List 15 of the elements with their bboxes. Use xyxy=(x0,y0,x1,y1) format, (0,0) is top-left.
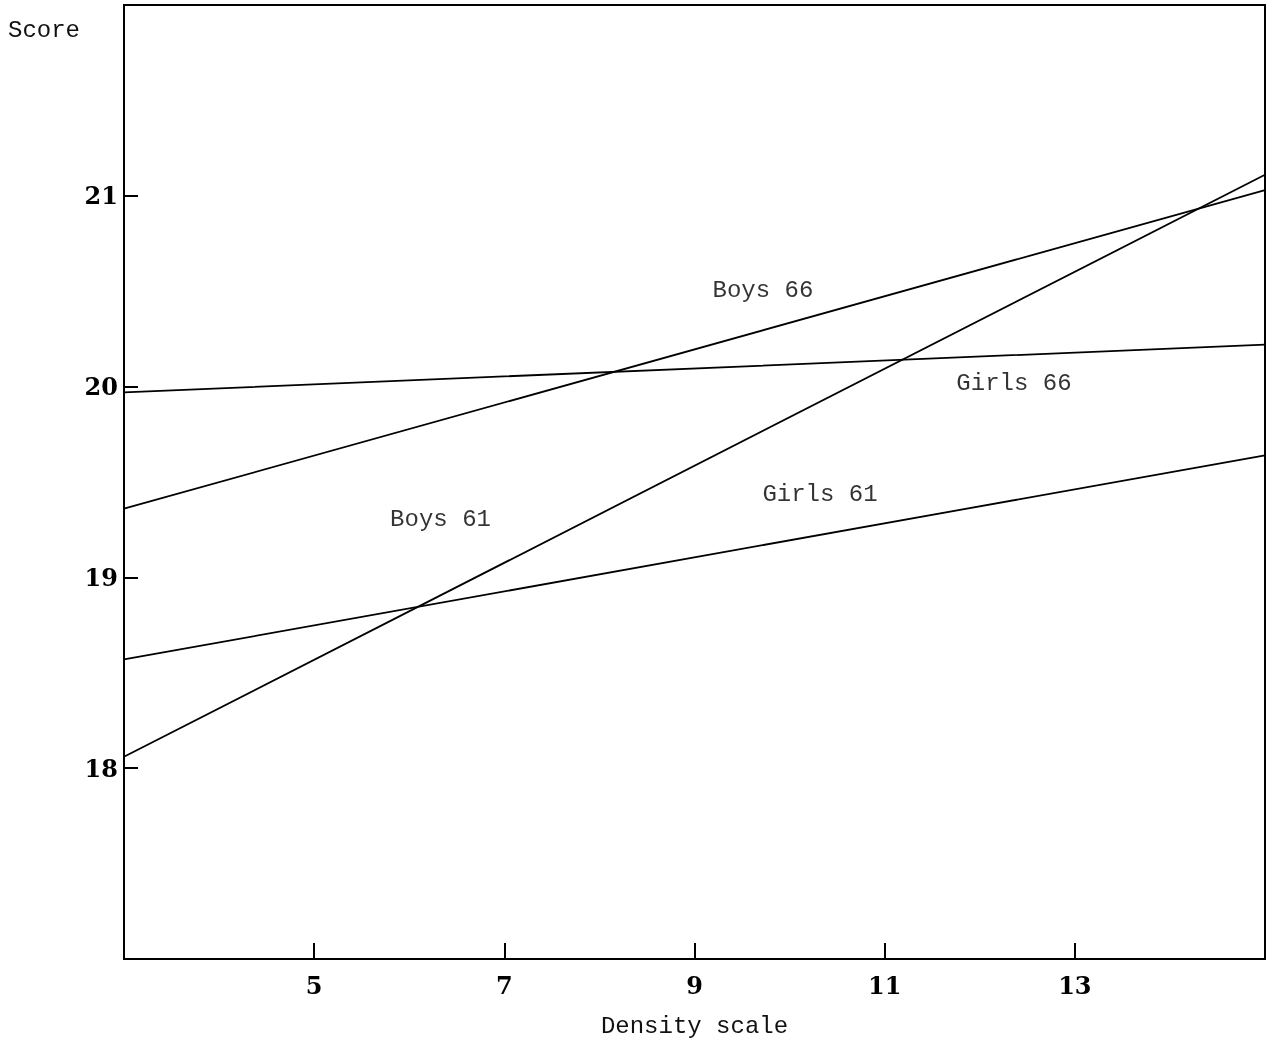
x-tick-label: 9 xyxy=(686,970,703,1000)
x-tick-label: 5 xyxy=(305,970,323,1000)
x-tick-label: 7 xyxy=(495,970,513,1000)
y-tick-label: 18 xyxy=(84,753,118,783)
y-axis-title: Score xyxy=(8,16,81,44)
y-tick-label: 19 xyxy=(84,562,118,592)
x-tick-label: 11 xyxy=(867,970,902,1000)
series-label: Boys 61 xyxy=(390,506,491,534)
series-label: Girls 61 xyxy=(762,481,878,509)
x-axis-title: Density scale xyxy=(600,1012,789,1040)
y-tick-label: 21 xyxy=(84,181,118,211)
x-tick-label: 13 xyxy=(1058,970,1092,1000)
y-tick-label: 20 xyxy=(84,372,118,402)
series-label: Girls 66 xyxy=(956,369,1072,397)
series-label: Boys 66 xyxy=(712,276,814,304)
